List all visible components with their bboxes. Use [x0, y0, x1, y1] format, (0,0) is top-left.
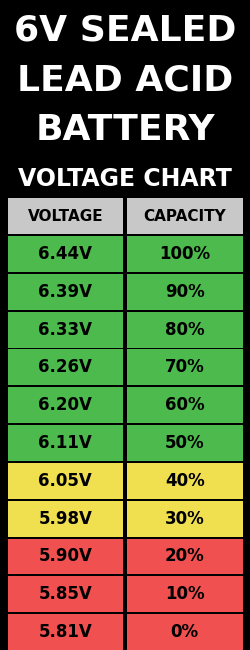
Bar — [8, 538, 123, 575]
Bar — [8, 387, 123, 423]
Bar — [127, 311, 242, 348]
Text: 100%: 100% — [159, 245, 210, 263]
Bar — [127, 538, 242, 575]
Text: 70%: 70% — [165, 358, 204, 376]
Text: 90%: 90% — [165, 283, 204, 301]
Bar — [8, 500, 123, 537]
Text: 60%: 60% — [165, 396, 204, 414]
Text: 6.26V: 6.26V — [38, 358, 92, 376]
Text: 5.98V: 5.98V — [38, 510, 92, 528]
Text: 5.81V: 5.81V — [38, 623, 92, 641]
Bar — [127, 577, 242, 612]
Text: 0%: 0% — [170, 623, 199, 641]
Text: 6.39V: 6.39V — [38, 283, 92, 301]
Text: 10%: 10% — [165, 585, 204, 603]
Bar — [8, 198, 123, 234]
Bar — [127, 198, 242, 234]
Bar — [127, 425, 242, 461]
Text: 6.20V: 6.20V — [38, 396, 92, 414]
Text: 6.33V: 6.33V — [38, 320, 92, 339]
Text: 80%: 80% — [165, 320, 204, 339]
Bar — [127, 350, 242, 385]
Bar — [8, 577, 123, 612]
Bar — [8, 614, 123, 650]
Bar — [127, 614, 242, 650]
Text: 30%: 30% — [165, 510, 204, 528]
Text: VOLTAGE: VOLTAGE — [28, 209, 103, 224]
Text: 40%: 40% — [165, 472, 204, 490]
Text: LEAD ACID: LEAD ACID — [17, 63, 233, 98]
Text: 5.90V: 5.90V — [38, 547, 92, 566]
Bar — [127, 236, 242, 272]
Bar — [8, 350, 123, 385]
Bar — [8, 463, 123, 499]
Text: 50%: 50% — [165, 434, 204, 452]
Text: CAPACITY: CAPACITY — [143, 209, 226, 224]
Bar — [8, 274, 123, 309]
Text: BATTERY: BATTERY — [35, 113, 215, 147]
Text: 6V SEALED: 6V SEALED — [14, 14, 236, 47]
Bar — [8, 311, 123, 348]
Text: 20%: 20% — [165, 547, 204, 566]
Bar — [127, 463, 242, 499]
Bar — [127, 387, 242, 423]
Bar — [8, 425, 123, 461]
Text: 6.11V: 6.11V — [38, 434, 92, 452]
Text: 6.44V: 6.44V — [38, 245, 92, 263]
Text: 6.05V: 6.05V — [38, 472, 92, 490]
Text: VOLTAGE CHART: VOLTAGE CHART — [18, 168, 232, 191]
Bar — [8, 236, 123, 272]
Text: 5.85V: 5.85V — [38, 585, 92, 603]
Bar — [127, 500, 242, 537]
Bar — [127, 274, 242, 309]
